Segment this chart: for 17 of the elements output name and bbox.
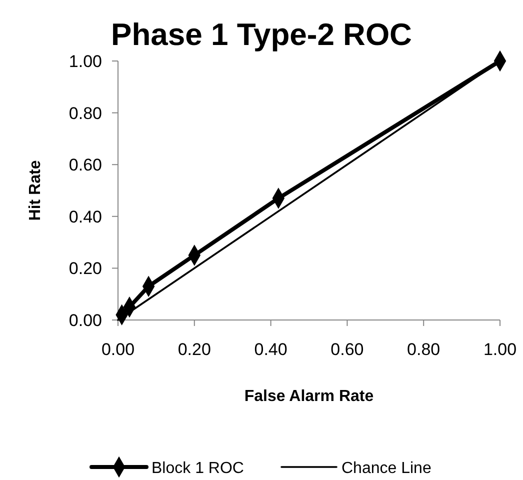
y-tick-label: 1.00 — [68, 52, 102, 71]
chart-title: Phase 1 Type-2 ROC — [111, 17, 412, 52]
x-tick-label: 1.00 — [483, 340, 517, 359]
x-tick-label: 0.80 — [407, 340, 440, 359]
x-tick-label: 0.40 — [254, 340, 288, 359]
y-tick-label: 0.60 — [68, 156, 102, 175]
y-tick-label: 0.40 — [68, 207, 102, 226]
y-tick-label: 0.00 — [68, 311, 102, 330]
x-axis-title: False Alarm Rate — [244, 388, 374, 405]
legend-label: Block 1 ROC — [152, 460, 244, 477]
y-tick-label: 0.80 — [68, 104, 102, 123]
y-tick-label: 0.20 — [68, 259, 102, 278]
legend-label: Chance Line — [342, 460, 432, 477]
x-tick-label: 0.20 — [178, 340, 211, 359]
x-tick-label: 0.00 — [101, 340, 135, 359]
y-axis-title: Hit Rate — [27, 160, 44, 221]
x-tick-label: 0.60 — [330, 340, 364, 359]
